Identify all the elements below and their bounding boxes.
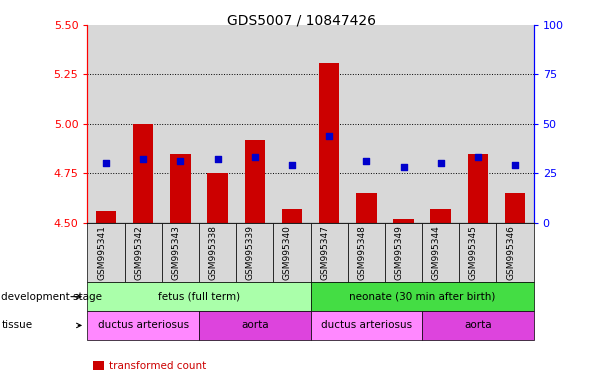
Bar (133, 124, 153, 223)
Bar (468, 154, 488, 223)
Text: ductus arteriosus: ductus arteriosus (98, 320, 189, 331)
Point (510, 162, 520, 169)
Text: GSM995344: GSM995344 (432, 225, 441, 280)
Text: ductus arteriosus: ductus arteriosus (321, 320, 412, 331)
Text: GSM995349: GSM995349 (394, 225, 403, 280)
Text: transformed count: transformed count (109, 361, 206, 371)
Point (473, 154, 482, 161)
Bar (282, 209, 302, 223)
Point (213, 156, 223, 162)
Text: development stage: development stage (1, 291, 102, 302)
Text: GSM995343: GSM995343 (171, 225, 180, 280)
Point (399, 164, 408, 170)
Bar (459, 25, 496, 223)
Text: tissue: tissue (1, 320, 33, 331)
Bar (431, 209, 451, 223)
Bar (199, 25, 236, 223)
Bar (207, 173, 228, 223)
Bar (348, 25, 385, 223)
Text: GSM995346: GSM995346 (506, 225, 515, 280)
Bar (319, 63, 339, 223)
Text: GSM995345: GSM995345 (469, 225, 478, 280)
Bar (125, 25, 162, 223)
Bar (245, 140, 265, 223)
Text: GSM995338: GSM995338 (209, 225, 218, 280)
Bar (505, 193, 525, 223)
Text: GSM995339: GSM995339 (246, 225, 254, 280)
Text: fetus (full term): fetus (full term) (158, 291, 240, 302)
Bar (356, 193, 376, 223)
Text: GSM995342: GSM995342 (134, 225, 144, 280)
Text: neonate (30 min after birth): neonate (30 min after birth) (349, 291, 495, 302)
Bar (87, 25, 125, 223)
Point (175, 158, 185, 164)
Bar (385, 25, 422, 223)
Bar (311, 25, 348, 223)
Bar (393, 219, 414, 223)
Text: GSM995347: GSM995347 (320, 225, 329, 280)
Point (287, 162, 297, 169)
Bar (162, 25, 199, 223)
Point (101, 161, 111, 167)
Bar (170, 154, 191, 223)
Point (361, 158, 371, 164)
Bar (236, 25, 273, 223)
Point (436, 161, 446, 167)
Point (138, 156, 148, 162)
Text: GDS5007 / 10847426: GDS5007 / 10847426 (227, 13, 376, 27)
Bar (96, 211, 116, 223)
Text: GSM995340: GSM995340 (283, 225, 292, 280)
Bar (496, 25, 534, 223)
Bar (273, 25, 311, 223)
Text: GSM995341: GSM995341 (97, 225, 106, 280)
Text: GSM995348: GSM995348 (358, 225, 367, 280)
Bar (422, 25, 459, 223)
Text: aorta: aorta (464, 320, 491, 331)
Point (250, 154, 259, 161)
Text: aorta: aorta (241, 320, 268, 331)
Point (324, 132, 334, 139)
